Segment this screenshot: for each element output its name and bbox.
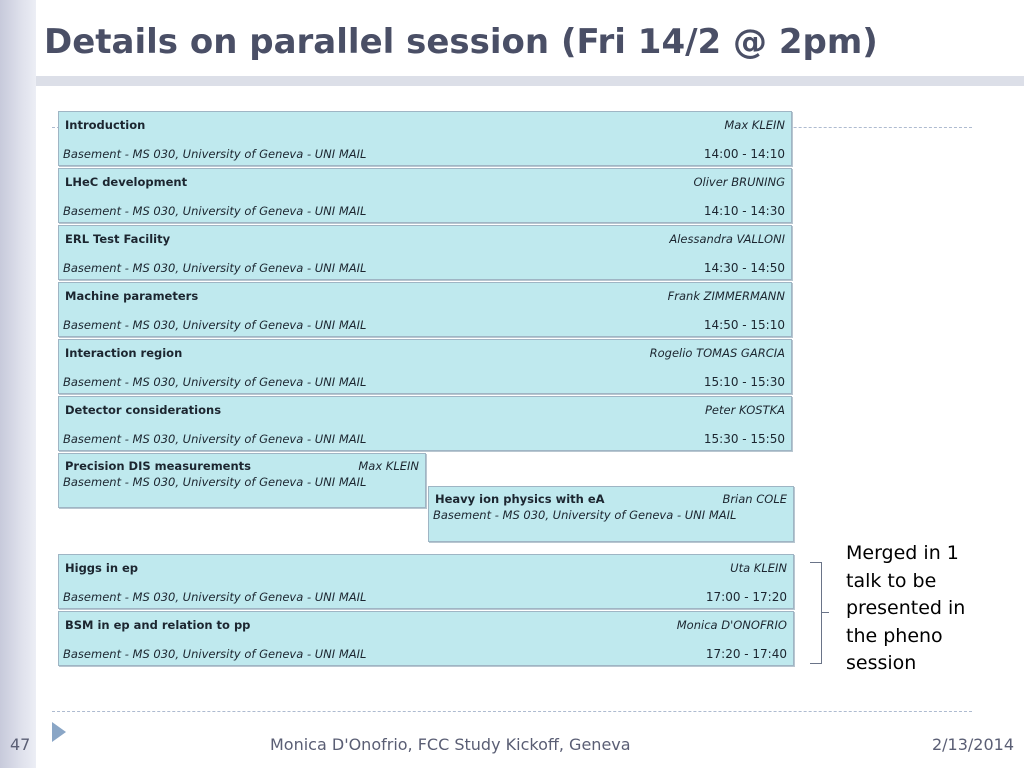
session-title: ERL Test Facility	[65, 232, 171, 246]
session-block[interactable]: Introduction Max KLEIN Basement - MS 030…	[58, 111, 792, 166]
session-title: Machine parameters	[65, 289, 199, 303]
session-time: 14:10 - 14:30	[703, 204, 785, 218]
session-speaker: Oliver BRUNING	[693, 175, 785, 189]
session-time: 15:10 - 15:30	[703, 375, 785, 389]
session-location: Basement - MS 030, University of Geneva …	[63, 590, 367, 604]
session-location: Basement - MS 030, University of Geneva …	[433, 508, 737, 522]
session-location: Basement - MS 030, University of Geneva …	[63, 147, 367, 161]
session-time: 14:30 - 14:50	[703, 261, 785, 275]
session-speaker: Peter KOSTKA	[705, 403, 785, 417]
session-time: 14:00 - 14:10	[703, 147, 785, 161]
session-time: 15:30 - 15:50	[703, 432, 785, 446]
merged-session-block[interactable]: Higgs in ep Uta KLEIN Basement - MS 030,…	[58, 554, 794, 609]
merged-session-block[interactable]: BSM in ep and relation to pp Monica D'ON…	[58, 611, 794, 666]
session-title: Interaction region	[65, 346, 183, 360]
title-underline	[36, 76, 1024, 86]
session-block[interactable]: Interaction region Rogelio TOMAS GARCIA …	[58, 339, 792, 394]
session-title: Higgs in ep	[65, 561, 139, 575]
session-time: 17:20 - 17:40	[705, 647, 787, 661]
session-title: Heavy ion physics with eA	[435, 492, 605, 506]
session-speaker: Max KLEIN	[358, 459, 419, 473]
play-arrow-icon	[52, 722, 66, 742]
session-title: BSM in ep and relation to pp	[65, 618, 251, 632]
parallel-session-block[interactable]: Heavy ion physics with eA Brian COLE Bas…	[428, 486, 794, 542]
footer-dashed-divider	[52, 711, 972, 712]
slide-number: 47	[10, 735, 31, 754]
session-time: 17:00 - 17:20	[705, 590, 787, 604]
left-accent-bar	[0, 0, 36, 768]
footer-text: Monica D'Onofrio, FCC Study Kickoff, Gen…	[270, 735, 631, 754]
session-location: Basement - MS 030, University of Geneva …	[63, 261, 367, 275]
session-location: Basement - MS 030, University of Geneva …	[63, 647, 367, 661]
merge-bracket	[810, 562, 822, 664]
slide-title: Details on parallel session (Fri 14/2 @ …	[44, 22, 878, 62]
session-block[interactable]: ERL Test Facility Alessandra VALLONI Bas…	[58, 225, 792, 280]
session-speaker: Alessandra VALLONI	[669, 232, 785, 246]
session-location: Basement - MS 030, University of Geneva …	[63, 432, 367, 446]
session-location: Basement - MS 030, University of Geneva …	[63, 318, 367, 332]
parallel-session-block[interactable]: Precision DIS measurements Max KLEIN Bas…	[58, 453, 426, 508]
session-speaker: Monica D'ONOFRIO	[676, 618, 787, 632]
session-block[interactable]: LHeC development Oliver BRUNING Basement…	[58, 168, 792, 223]
session-location: Basement - MS 030, University of Geneva …	[63, 375, 367, 389]
merge-note: Merged in 1 talk to be presented in the …	[846, 542, 966, 674]
session-speaker: Frank ZIMMERMANN	[667, 289, 785, 303]
session-block[interactable]: Detector considerations Peter KOSTKA Bas…	[58, 396, 792, 451]
session-speaker: Max KLEIN	[724, 118, 785, 132]
session-location: Basement - MS 030, University of Geneva …	[63, 475, 367, 489]
session-title: Detector considerations	[65, 403, 222, 417]
session-title: Introduction	[65, 118, 146, 132]
session-title: LHeC development	[65, 175, 188, 189]
merge-bracket-tip	[821, 612, 829, 613]
session-title: Precision DIS measurements	[65, 459, 252, 473]
session-time: 14:50 - 15:10	[703, 318, 785, 332]
session-speaker: Uta KLEIN	[730, 561, 787, 575]
session-speaker: Brian COLE	[722, 492, 787, 506]
footer-date: 2/13/2014	[931, 735, 1014, 754]
session-location: Basement - MS 030, University of Geneva …	[63, 204, 367, 218]
session-speaker: Rogelio TOMAS GARCIA	[649, 346, 785, 360]
session-block[interactable]: Machine parameters Frank ZIMMERMANN Base…	[58, 282, 792, 337]
